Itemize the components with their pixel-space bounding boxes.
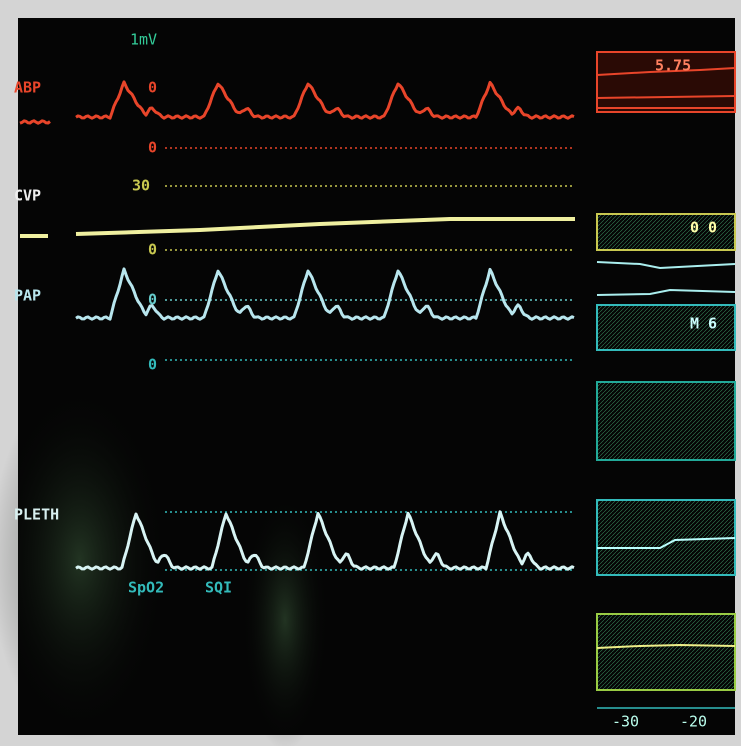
trend-axis-label: -20 xyxy=(680,713,707,731)
monitor-photo: 1mV ABP 0 0 CVP 30 0 PAP 0 0 PLETH SpO2 … xyxy=(0,0,741,746)
trend-value: 0 0 xyxy=(690,219,717,237)
channel-label: CVP xyxy=(14,187,41,205)
scale-value: 30 xyxy=(132,177,150,195)
trend-value: M 6 xyxy=(690,315,717,333)
scale-label: 1mV xyxy=(130,31,157,49)
trend-box xyxy=(597,382,735,460)
trend-value: 5.75 xyxy=(655,57,691,75)
channel-label: PAP xyxy=(14,287,41,305)
glare xyxy=(240,490,330,746)
channel-label: PLETH xyxy=(14,506,59,524)
scale-value: 0 xyxy=(148,356,157,374)
sub-label: SQI xyxy=(205,579,232,597)
trend-box xyxy=(597,614,735,690)
scale-value: 0 xyxy=(148,291,157,309)
scale-value: 0 xyxy=(148,241,157,259)
trend-box xyxy=(597,500,735,575)
scale-value: 0 xyxy=(148,79,157,97)
scale-value: 0 xyxy=(148,139,157,157)
sub-label: SpO2 xyxy=(128,579,164,597)
trend-axis-label: -30 xyxy=(612,713,639,731)
channel-label: ABP xyxy=(14,79,41,97)
